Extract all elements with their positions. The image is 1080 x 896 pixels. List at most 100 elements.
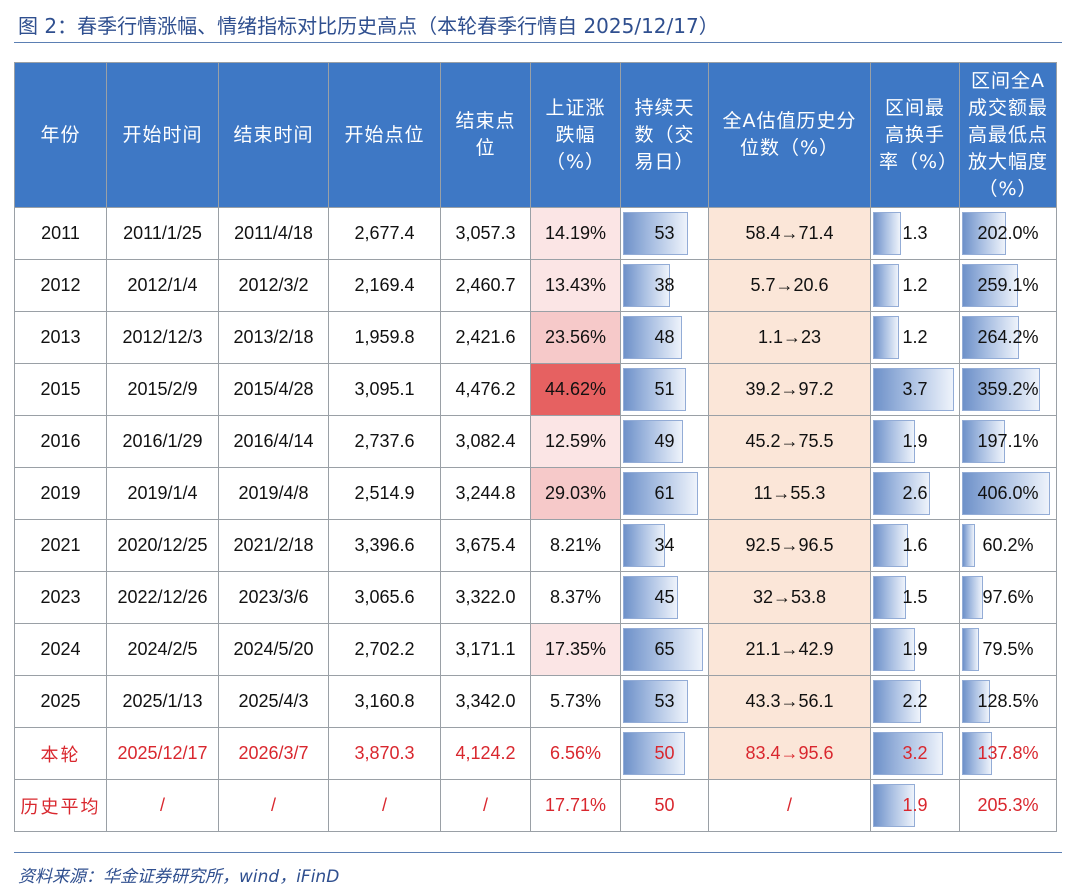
cell-text: 2026/3/7 <box>238 743 309 763</box>
data-bar <box>623 472 699 515</box>
cell-duration: 61 <box>620 467 709 520</box>
cell-duration: 65 <box>620 623 709 676</box>
table-row: 本轮 2025/12/17 2026/3/7 3,870.3 4,124.2 6.56% 5… <box>14 727 1057 780</box>
cell-text: 79.5% <box>982 639 1034 659</box>
cell-volume-amplification: 97.6% <box>959 571 1057 624</box>
data-bar <box>623 576 679 619</box>
cell-valuation: 21.1→42.9 <box>708 623 871 676</box>
cell-sh-change: 8.21% <box>530 519 621 572</box>
cell-duration: 34 <box>620 519 709 572</box>
cell-text: 3,160.8 <box>354 691 415 711</box>
cell-text: 3.2 <box>902 743 928 763</box>
data-bar <box>962 472 1051 515</box>
cell-text: 5.7→20.6 <box>750 275 829 295</box>
header-max-turnover: 区间最高换手率（%） <box>870 62 960 208</box>
bottom-rule <box>14 852 1062 853</box>
cell-text: 历史平均 <box>20 796 101 818</box>
cell-valuation: 11→55.3 <box>708 467 871 520</box>
cell-volume-amplification: 197.1% <box>959 415 1057 468</box>
table-row: 历史平均 / / / / 17.71% 50 / 1.9 205.3% <box>14 779 1057 832</box>
cell-valuation: 45.2→75.5 <box>708 415 871 468</box>
header-end-point: 结束点位 <box>440 62 531 208</box>
cell-max-turnover: 2.2 <box>870 675 960 728</box>
cell-text: 21.1→42.9 <box>745 639 834 659</box>
cell-start-point: 2,737.6 <box>328 415 441 468</box>
cell-volume-amplification: 406.0% <box>959 467 1057 520</box>
cell-year: 2023 <box>14 571 107 624</box>
header-year: 年份 <box>14 62 107 208</box>
cell-end-date: 2024/5/20 <box>218 623 329 676</box>
cell-valuation: 39.2→97.2 <box>708 363 871 416</box>
cell-text: / <box>786 795 792 815</box>
cell-sh-change: 5.73% <box>530 675 621 728</box>
cell-text: / <box>381 795 387 815</box>
cell-max-turnover: 1.3 <box>870 207 960 260</box>
cell-text: 65 <box>654 639 675 659</box>
table-row: 2024 2024/2/5 2024/5/20 2,702.2 3,171.1 17.35… <box>14 623 1057 676</box>
cell-end-point: 3,171.1 <box>440 623 531 676</box>
cell-text: 2,169.4 <box>354 275 415 295</box>
cell-text: 17.71% <box>544 795 607 815</box>
cell-text: 2011/4/18 <box>234 223 313 243</box>
cell-end-date: 2023/3/6 <box>218 571 329 624</box>
cell-sh-change: 12.59% <box>530 415 621 468</box>
table-row: 2016 2016/1/29 2016/4/14 2,737.6 3,082.4 12.5… <box>14 415 1057 468</box>
cell-text: 202.0% <box>977 223 1039 243</box>
cell-text: 1.2 <box>902 327 928 347</box>
cell-volume-amplification: 128.5% <box>959 675 1057 728</box>
cell-text: 49 <box>654 431 675 451</box>
cell-year: 2024 <box>14 623 107 676</box>
cell-year: 2025 <box>14 675 107 728</box>
cell-text: 1.9 <box>902 639 928 659</box>
cell-start-date: 2024/2/5 <box>106 623 219 676</box>
cell-text: 8.21% <box>549 535 602 555</box>
data-bar <box>873 784 915 827</box>
cell-text: 2019/1/4 <box>127 483 198 503</box>
cell-text: 259.1% <box>977 275 1039 295</box>
cell-text: / <box>270 795 276 815</box>
cell-text: 3,675.4 <box>455 535 516 555</box>
data-bar <box>962 420 1005 463</box>
cell-valuation: 83.4→95.6 <box>708 727 871 780</box>
cell-start-date: 2022/12/26 <box>106 571 219 624</box>
cell-valuation: 92.5→96.5 <box>708 519 871 572</box>
cell-sh-change: 17.71% <box>530 779 621 832</box>
cell-text: 3,171.1 <box>455 639 516 659</box>
cell-text: 205.3% <box>977 795 1039 815</box>
cell-valuation: 32→53.8 <box>708 571 871 624</box>
cell-sh-change: 17.35% <box>530 623 621 676</box>
cell-text: 3,396.6 <box>354 535 415 555</box>
cell-text: 2012 <box>40 275 81 295</box>
data-bar <box>623 212 689 255</box>
cell-text: 2013/2/18 <box>233 327 314 347</box>
table-body: 2011 2011/1/25 2011/4/18 2,677.4 3,057.3 14.1… <box>14 207 1057 832</box>
data-bar <box>873 264 900 307</box>
table-row: 2015 2015/2/9 2015/4/28 3,095.1 4,476.2 44.62… <box>14 363 1057 416</box>
cell-text: 2025/1/13 <box>122 691 203 711</box>
cell-text: 45.2→75.5 <box>745 431 834 451</box>
cell-text: 60.2% <box>982 535 1034 555</box>
cell-end-point: 4,476.2 <box>440 363 531 416</box>
data-bar <box>873 732 944 775</box>
cell-text: 3,870.3 <box>354 743 415 763</box>
cell-text: 45 <box>654 587 675 607</box>
cell-max-turnover: 3.7 <box>870 363 960 416</box>
cell-text: 2024/5/20 <box>233 639 314 659</box>
cell-start-date: 2025/1/13 <box>106 675 219 728</box>
cell-text: 2012/1/4 <box>127 275 198 295</box>
cell-max-turnover: 3.2 <box>870 727 960 780</box>
data-bar <box>623 524 665 567</box>
cell-text: 3,322.0 <box>455 587 516 607</box>
cell-max-turnover: 1.5 <box>870 571 960 624</box>
cell-text: 2,702.2 <box>354 639 415 659</box>
spring-rally-table: 年份 开始时间 结束时间 开始点位 结束点位 上证涨跌幅（%） 持续天数（交易日… <box>14 62 1057 832</box>
cell-duration: 45 <box>620 571 709 624</box>
cell-text: 43.3→56.1 <box>745 691 834 711</box>
cell-duration: 50 <box>620 727 709 780</box>
cell-text: 359.2% <box>977 379 1039 399</box>
cell-end-date: 2025/4/3 <box>218 675 329 728</box>
cell-start-point: 3,160.8 <box>328 675 441 728</box>
cell-volume-amplification: 259.1% <box>959 259 1057 312</box>
cell-text: 264.2% <box>977 327 1039 347</box>
cell-text: 2012/3/2 <box>238 275 309 295</box>
